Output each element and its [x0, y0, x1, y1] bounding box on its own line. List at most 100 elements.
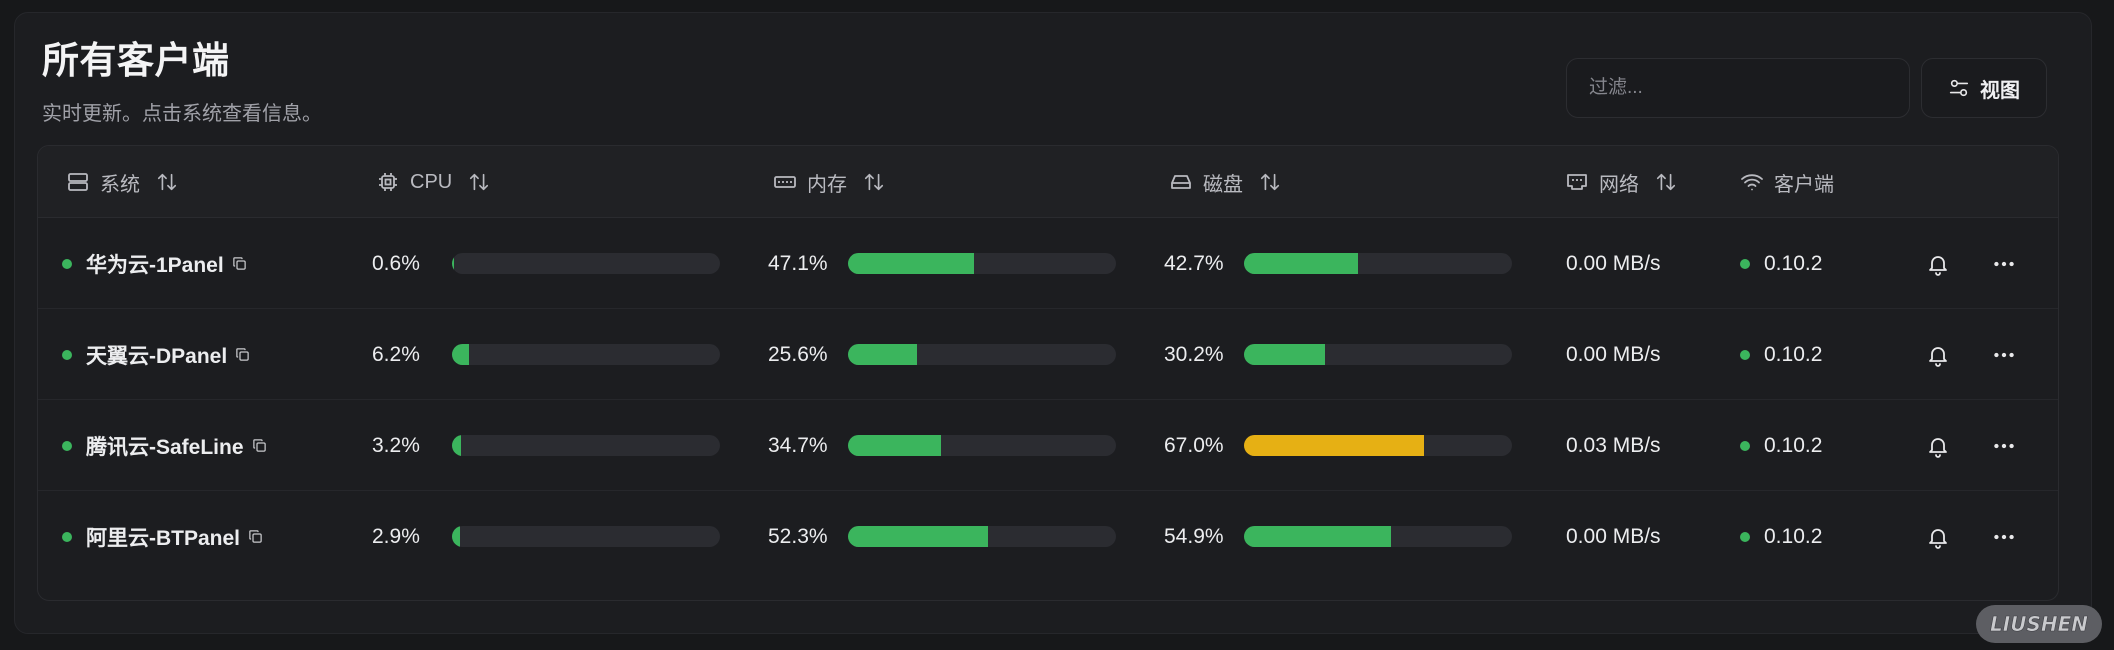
cpu-cell: 0.6%: [372, 218, 720, 309]
bell-button[interactable]: [1918, 518, 1958, 556]
filter-input[interactable]: [1566, 58, 1910, 118]
status-dot: [62, 258, 72, 269]
column-client-label: 客户端: [1774, 173, 1834, 196]
more-button[interactable]: [1984, 336, 2024, 374]
disk-percent: 30.2%: [1164, 342, 1224, 366]
cpu-cell: 3.2%: [372, 400, 720, 491]
system-cell[interactable]: 腾讯云-SafeLine: [62, 400, 267, 491]
disk-cell: 42.7%: [1164, 218, 1512, 309]
bell-icon: [1926, 343, 1950, 367]
sort-icon: [1259, 171, 1281, 193]
status-dot: [62, 349, 72, 360]
bell-button[interactable]: [1918, 336, 1958, 374]
table-header: 系统 CPU 内存 磁盘: [38, 146, 2058, 218]
column-memory-label: 内存: [807, 173, 847, 196]
disk-percent: 42.7%: [1164, 251, 1224, 275]
memory-percent: 52.3%: [768, 524, 828, 548]
network-speed: 0.00 MB/s: [1566, 524, 1661, 548]
more-button[interactable]: [1984, 427, 2024, 465]
column-disk[interactable]: 磁盘: [1169, 146, 1281, 218]
wifi-icon: [1740, 170, 1764, 194]
disk-bar-fill: [1244, 526, 1392, 547]
client-version: 0.10.2: [1764, 342, 1823, 366]
cpu-bar: [452, 344, 720, 365]
system-cell[interactable]: 华为云-1Panel: [62, 218, 247, 309]
sort-icon: [156, 171, 178, 193]
more-button[interactable]: [1984, 518, 2024, 556]
page-title: 所有客户端: [42, 40, 230, 81]
clients-table: 系统 CPU 内存 磁盘: [37, 145, 2059, 601]
column-network-label: 网络: [1599, 173, 1639, 196]
column-memory[interactable]: 内存: [773, 146, 885, 218]
table-row[interactable]: 华为云-1Panel 0.6% 47.1% 42.7% 0.00 MB/s 0.…: [38, 218, 2058, 309]
network-cell: 0.00 MB/s: [1566, 491, 1661, 582]
disk-cell: 54.9%: [1164, 491, 1512, 582]
memory-percent: 47.1%: [768, 251, 828, 275]
bell-icon: [1926, 525, 1950, 549]
bell-button[interactable]: [1918, 245, 1958, 283]
client-cell: 0.10.2: [1740, 218, 1822, 309]
column-system[interactable]: 系统: [66, 146, 178, 218]
cpu-percent: 6.2%: [372, 342, 420, 366]
client-version: 0.10.2: [1764, 251, 1823, 275]
memory-percent: 25.6%: [768, 342, 828, 366]
memory-bar-fill: [848, 253, 975, 274]
table-row[interactable]: 阿里云-BTPanel 2.9% 52.3% 54.9% 0.00 MB/s 0…: [38, 491, 2058, 582]
memory-bar: [848, 344, 1116, 365]
client-cell: 0.10.2: [1740, 309, 1822, 400]
client-status-dot: [1740, 349, 1750, 360]
column-cpu-label: CPU: [410, 170, 453, 193]
cpu-percent: 0.6%: [372, 251, 420, 275]
copy-icon[interactable]: [248, 529, 263, 544]
memory-bar: [848, 526, 1116, 547]
client-cell: 0.10.2: [1740, 400, 1822, 491]
column-network[interactable]: 网络: [1565, 146, 1677, 218]
column-client: 客户端: [1740, 146, 1834, 218]
bell-button[interactable]: [1918, 427, 1958, 465]
client-status-dot: [1740, 440, 1750, 451]
disk-bar: [1244, 344, 1512, 365]
cpu-cell: 6.2%: [372, 309, 720, 400]
cpu-percent: 3.2%: [372, 433, 420, 457]
column-disk-label: 磁盘: [1203, 173, 1243, 196]
column-cpu[interactable]: CPU: [376, 146, 490, 218]
sort-icon: [863, 171, 885, 193]
status-dot: [62, 440, 72, 451]
table-row[interactable]: 天翼云-DPanel 6.2% 25.6% 30.2% 0.00 MB/s 0.…: [38, 309, 2058, 400]
system-cell[interactable]: 阿里云-BTPanel: [62, 491, 263, 582]
memory-bar: [848, 435, 1116, 456]
system-name[interactable]: 天翼云-DPanel: [86, 344, 228, 368]
system-name[interactable]: 华为云-1Panel: [86, 253, 224, 277]
memory-bar-fill: [848, 526, 989, 547]
more-horizontal-icon: [1991, 251, 2017, 277]
client-status-dot: [1740, 531, 1750, 542]
memory-bar-fill: [848, 435, 941, 456]
system-name[interactable]: 阿里云-BTPanel: [86, 526, 241, 550]
sort-icon: [468, 171, 490, 193]
memory-bar: [848, 253, 1116, 274]
table-row[interactable]: 腾讯云-SafeLine 3.2% 34.7% 67.0% 0.03 MB/s …: [38, 400, 2058, 491]
more-button[interactable]: [1984, 245, 2024, 283]
client-status-dot: [1740, 258, 1750, 269]
view-button[interactable]: 视图: [1921, 58, 2047, 118]
copy-icon[interactable]: [235, 347, 250, 362]
copy-icon[interactable]: [232, 256, 247, 271]
cpu-cell: 2.9%: [372, 491, 720, 582]
copy-icon[interactable]: [252, 438, 267, 453]
disk-percent: 54.9%: [1164, 524, 1224, 548]
system-cell[interactable]: 天翼云-DPanel: [62, 309, 250, 400]
sort-icon: [1655, 171, 1677, 193]
server-icon: [66, 170, 90, 194]
watermark-logo: LIUSHEN: [1976, 605, 2102, 643]
disk-bar-fill: [1244, 344, 1325, 365]
more-horizontal-icon: [1991, 433, 2017, 459]
bell-icon: [1926, 434, 1950, 458]
system-name[interactable]: 腾讯云-SafeLine: [86, 435, 244, 459]
more-horizontal-icon: [1991, 342, 2017, 368]
client-version: 0.10.2: [1764, 524, 1823, 548]
network-cell: 0.00 MB/s: [1566, 309, 1661, 400]
network-cell: 0.00 MB/s: [1566, 218, 1661, 309]
watermark-text: LIUSHEN: [1990, 612, 2088, 636]
disk-cell: 30.2%: [1164, 309, 1512, 400]
cpu-bar: [452, 526, 720, 547]
